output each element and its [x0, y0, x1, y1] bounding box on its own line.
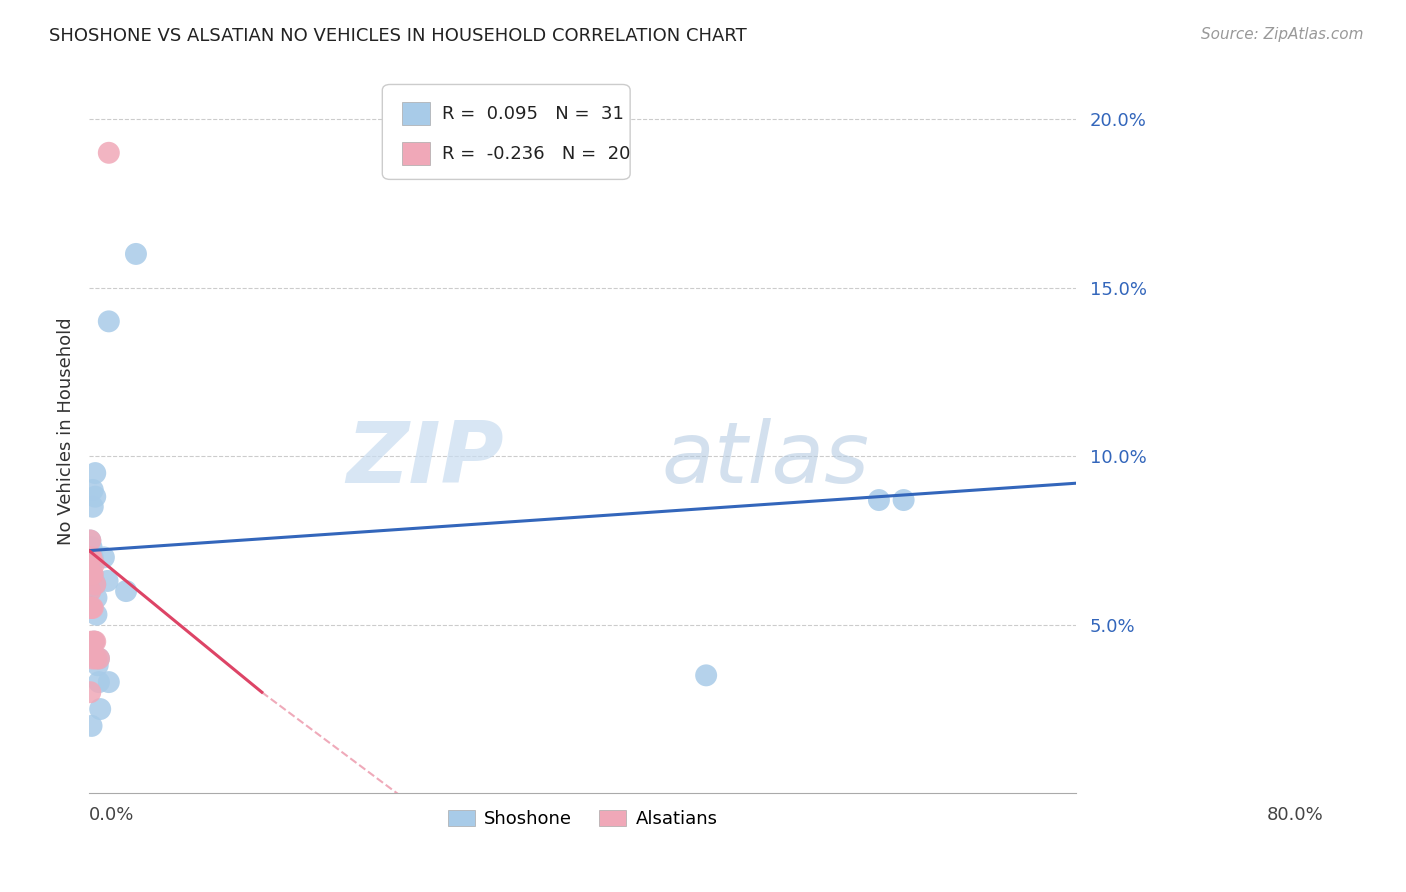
- Text: Source: ZipAtlas.com: Source: ZipAtlas.com: [1201, 27, 1364, 42]
- Point: [97, 574, 120, 588]
- Point: [86, 591, 108, 605]
- Y-axis label: No Vehicles in Household: No Vehicles in Household: [58, 318, 75, 545]
- Point: [89, 702, 111, 716]
- Point: [84, 634, 107, 648]
- Point: [84, 490, 107, 504]
- Point: [82, 550, 104, 565]
- Point: [86, 607, 108, 622]
- Point: [79, 584, 101, 599]
- Point: [83, 574, 105, 588]
- Point: [80, 634, 103, 648]
- Point: [83, 634, 105, 648]
- FancyBboxPatch shape: [402, 142, 430, 165]
- Point: [83, 557, 105, 571]
- FancyBboxPatch shape: [402, 102, 430, 125]
- Point: [87, 651, 110, 665]
- Text: 0.0%: 0.0%: [89, 806, 135, 824]
- Point: [87, 651, 110, 665]
- FancyBboxPatch shape: [382, 85, 630, 179]
- Point: [893, 493, 915, 508]
- Point: [115, 584, 138, 599]
- Text: ZIP: ZIP: [346, 418, 503, 501]
- Text: 80.0%: 80.0%: [1267, 806, 1323, 824]
- Text: R =  -0.236   N =  20: R = -0.236 N = 20: [441, 145, 630, 162]
- Point: [125, 247, 148, 261]
- Point: [79, 685, 101, 699]
- Point: [87, 675, 110, 690]
- Point: [79, 567, 101, 582]
- Point: [79, 533, 101, 548]
- Point: [80, 557, 103, 571]
- Text: SHOSHONE VS ALSATIAN NO VEHICLES IN HOUSEHOLD CORRELATION CHART: SHOSHONE VS ALSATIAN NO VEHICLES IN HOUS…: [49, 27, 747, 45]
- Point: [97, 675, 120, 690]
- Point: [79, 584, 101, 599]
- Point: [868, 493, 890, 508]
- Point: [84, 577, 107, 591]
- Text: atlas: atlas: [662, 418, 870, 501]
- Point: [86, 658, 108, 673]
- Point: [82, 567, 104, 582]
- Point: [82, 500, 104, 514]
- Point: [97, 145, 120, 160]
- Point: [80, 719, 103, 733]
- Point: [695, 668, 717, 682]
- Point: [80, 601, 103, 615]
- Point: [82, 651, 104, 665]
- Point: [80, 541, 103, 555]
- Point: [84, 577, 107, 591]
- Point: [86, 651, 108, 665]
- Point: [79, 601, 101, 615]
- Point: [79, 550, 101, 565]
- Text: R =  0.095   N =  31: R = 0.095 N = 31: [441, 104, 623, 123]
- Point: [84, 466, 107, 480]
- Point: [93, 550, 115, 565]
- Point: [79, 557, 101, 571]
- Point: [79, 550, 101, 565]
- Point: [79, 567, 101, 582]
- Point: [82, 483, 104, 497]
- Legend: Shoshone, Alsatians: Shoshone, Alsatians: [441, 802, 724, 835]
- Point: [79, 533, 101, 548]
- Point: [80, 567, 103, 582]
- Point: [82, 601, 104, 615]
- Point: [83, 634, 105, 648]
- Point: [97, 314, 120, 328]
- Point: [80, 550, 103, 565]
